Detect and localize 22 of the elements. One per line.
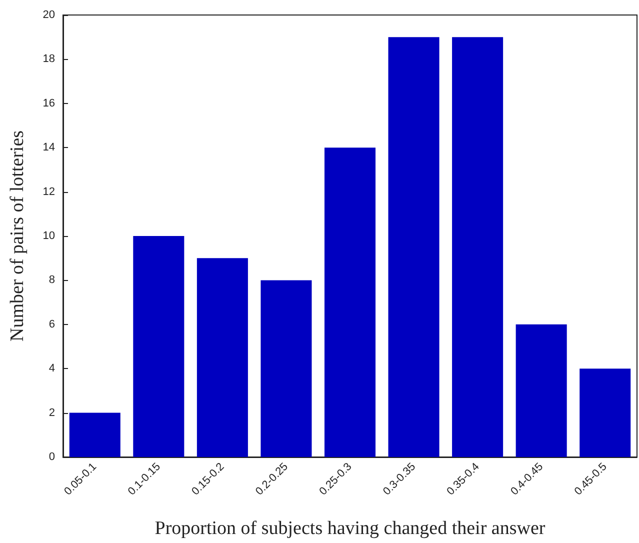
- y-tick-label: 2: [48, 406, 55, 419]
- bar: [69, 412, 120, 457]
- y-tick-label: 4: [48, 362, 55, 375]
- bar: [324, 148, 376, 457]
- y-tick-label: 12: [42, 186, 55, 198]
- y-tick-label: 14: [42, 142, 55, 154]
- y-tick-label: 18: [42, 53, 55, 66]
- bar: [133, 236, 184, 457]
- y-tick-label: 20: [42, 9, 55, 21]
- bar: [516, 324, 567, 457]
- bar: [196, 258, 248, 457]
- x-axis-title: Proportion of subjects having changed their answer: [154, 518, 546, 539]
- bar: [260, 280, 312, 457]
- y-tick-label: 10: [42, 230, 55, 242]
- y-axis-title: Number of pairs of lotteries: [7, 130, 28, 342]
- y-tick-label: 6: [48, 318, 55, 330]
- y-tick-label: 0: [48, 451, 55, 463]
- bar: [452, 37, 504, 457]
- bar: [580, 368, 631, 457]
- y-tick-label: 8: [48, 274, 55, 286]
- y-tick-label: 16: [42, 97, 55, 110]
- bar: [388, 37, 440, 457]
